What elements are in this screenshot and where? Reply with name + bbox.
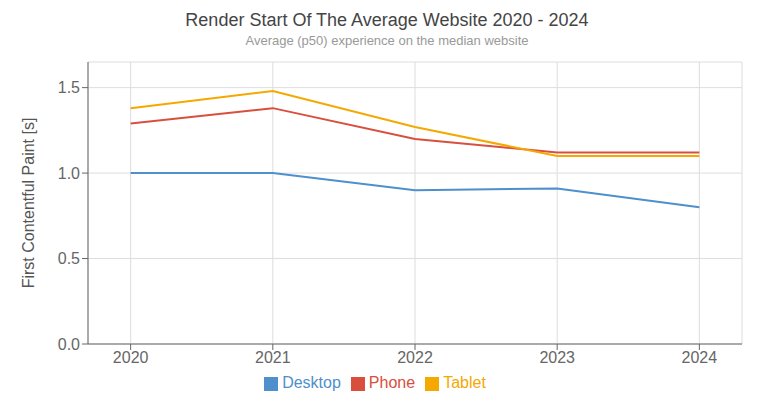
svg-text:0.5: 0.5 xyxy=(58,250,80,267)
svg-text:First Contentful Paint [s]: First Contentful Paint [s] xyxy=(20,118,37,289)
svg-text:0.0: 0.0 xyxy=(58,336,80,353)
html-text:Render Start Of The Average We: Render Start Of The Average Website 2020… xyxy=(185,10,589,30)
svg-text:1.5: 1.5 xyxy=(58,79,80,96)
html-text:Tablet: Tablet xyxy=(443,374,486,391)
svg-text:2023: 2023 xyxy=(539,349,575,366)
svg-text:2021: 2021 xyxy=(255,349,291,366)
svg-text:2024: 2024 xyxy=(682,349,718,366)
svg-text:2020: 2020 xyxy=(113,349,149,366)
svg-text:1.0: 1.0 xyxy=(58,165,80,182)
html-text:Phone: Phone xyxy=(368,374,416,391)
html-text:Desktop: Desktop xyxy=(282,374,341,391)
html-text:Average (p50) experience on th: Average (p50) experience on the median w… xyxy=(245,33,529,48)
svg-text:2022: 2022 xyxy=(397,349,433,366)
